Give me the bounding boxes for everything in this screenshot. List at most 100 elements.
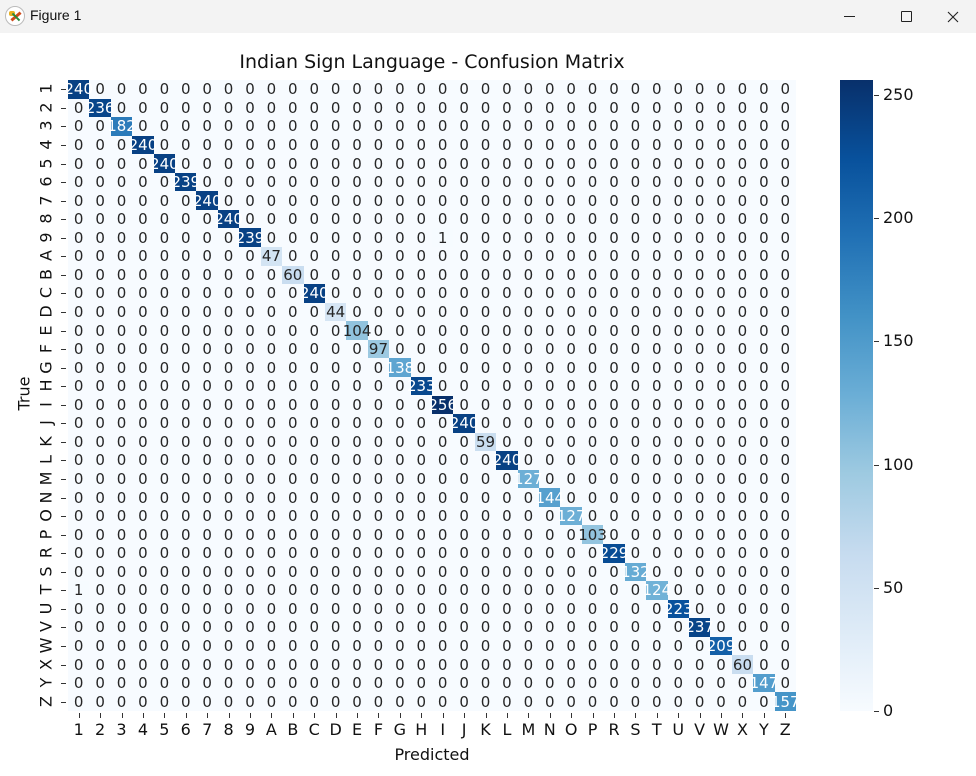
heatmap-cell: 0 xyxy=(737,395,748,414)
y-axis-title: True xyxy=(14,376,34,411)
heatmap-cell: 0 xyxy=(245,525,255,544)
heatmap-cell: 0 xyxy=(395,525,405,544)
y-tick xyxy=(61,89,66,91)
heatmap-cell: 240 xyxy=(128,135,158,155)
heatmap-cell: 0 xyxy=(694,191,705,210)
heatmap-cell: 0 xyxy=(288,525,298,544)
heatmap-cell: 0 xyxy=(609,470,619,488)
heatmap-cell: 0 xyxy=(395,321,405,340)
heatmap-cell: 0 xyxy=(609,507,619,526)
heatmap-cell: 0 xyxy=(95,581,105,600)
heatmap-cell: 0 xyxy=(502,228,512,247)
heatmap-cell: 0 xyxy=(780,395,791,414)
heatmap-cell: 0 xyxy=(202,451,212,470)
y-tick xyxy=(61,460,66,462)
heatmap-cell: 0 xyxy=(159,321,170,340)
heatmap-cell: 0 xyxy=(716,247,726,266)
colorbar-tick-label: 50 xyxy=(883,577,904,597)
heatmap-cell: 0 xyxy=(138,321,148,340)
heatmap-cell: 237 xyxy=(685,618,714,637)
x-tick xyxy=(421,713,423,718)
heatmap-cell: 0 xyxy=(330,618,341,637)
heatmap-cell: 0 xyxy=(138,637,148,656)
heatmap-cell: 0 xyxy=(395,210,405,229)
heatmap-cell: 0 xyxy=(288,154,298,173)
x-tick-label: K xyxy=(480,720,491,739)
heatmap-cell: 0 xyxy=(759,247,769,266)
heatmap-cell: 0 xyxy=(159,544,170,563)
heatmap-cell: 0 xyxy=(652,228,662,247)
heatmap-cell: 0 xyxy=(652,191,662,210)
heatmap-cell: 0 xyxy=(159,581,170,600)
heatmap-cell: 0 xyxy=(587,692,598,711)
y-tick-label: 5 xyxy=(36,157,56,169)
heatmap-cell: 0 xyxy=(609,562,619,581)
heatmap-cell: 0 xyxy=(116,377,127,396)
heatmap-cell: 0 xyxy=(288,173,298,192)
heatmap-cell: 0 xyxy=(737,692,748,711)
x-tick-label: S xyxy=(630,720,641,739)
heatmap-cell: 0 xyxy=(266,302,277,321)
heatmap-cell: 0 xyxy=(116,228,127,247)
heatmap-cell: 0 xyxy=(416,599,427,618)
heatmap-cell: 0 xyxy=(609,525,619,544)
minimize-button[interactable] xyxy=(826,0,872,33)
maximize-button[interactable] xyxy=(883,0,929,33)
heatmap-cell: 0 xyxy=(437,80,448,99)
heatmap-cell: 0 xyxy=(309,562,319,581)
heatmap-cell: 0 xyxy=(437,358,448,377)
heatmap-cell: 0 xyxy=(544,432,555,451)
x-tick xyxy=(635,713,637,718)
heatmap-cell: 0 xyxy=(480,247,491,266)
heatmap-cell: 0 xyxy=(566,135,576,154)
heatmap-cell: 0 xyxy=(245,562,255,581)
heatmap-cell: 0 xyxy=(716,80,726,99)
heatmap-cell: 0 xyxy=(566,154,576,173)
heatmap-cell: 0 xyxy=(544,191,555,210)
heatmap-cell: 0 xyxy=(652,284,662,303)
heatmap-cell: 0 xyxy=(202,228,212,247)
heatmap-cell: 0 xyxy=(202,562,212,581)
heatmap-cell: 0 xyxy=(352,98,362,117)
heatmap-cell: 0 xyxy=(587,674,598,693)
heatmap-cell: 0 xyxy=(202,154,212,173)
heatmap-cell: 0 xyxy=(116,655,127,674)
heatmap-cell: 0 xyxy=(587,451,598,470)
heatmap-cell: 0 xyxy=(73,228,84,247)
heatmap-cell: 0 xyxy=(138,302,148,321)
heatmap-cell: 0 xyxy=(480,302,491,321)
heatmap-cell: 0 xyxy=(716,692,726,711)
heatmap-cell: 0 xyxy=(202,674,212,693)
heatmap-cell: 0 xyxy=(566,692,576,711)
heatmap-cell: 0 xyxy=(223,302,234,321)
x-tick xyxy=(78,713,80,718)
heatmap-cell: 0 xyxy=(694,302,705,321)
heatmap-cell: 0 xyxy=(459,117,469,136)
heatmap-cell: 0 xyxy=(116,395,127,414)
heatmap-cell: 0 xyxy=(694,321,705,340)
heatmap-cell: 0 xyxy=(245,377,255,396)
heatmap-cell: 0 xyxy=(416,210,427,229)
heatmap-cell: 0 xyxy=(180,154,191,173)
heatmap-cell: 0 xyxy=(330,80,341,99)
x-tick xyxy=(100,713,102,718)
heatmap-cell: 0 xyxy=(737,358,748,377)
heatmap-cell: 0 xyxy=(245,135,255,154)
heatmap-cell: 0 xyxy=(202,507,212,526)
heatmap-cell: 0 xyxy=(652,80,662,99)
heatmap-cell: 0 xyxy=(716,154,726,173)
y-tick-label: Z xyxy=(36,695,56,707)
heatmap-cell: 0 xyxy=(587,247,598,266)
heatmap-cell: 0 xyxy=(373,488,384,507)
heatmap-cell: 124 xyxy=(642,581,672,600)
heatmap-cell: 0 xyxy=(566,117,576,136)
heatmap-cell: 0 xyxy=(180,618,191,637)
heatmap-cell: 0 xyxy=(266,488,277,507)
heatmap-cell: 0 xyxy=(694,470,705,488)
heatmap-cell: 0 xyxy=(737,507,748,526)
close-button[interactable] xyxy=(930,0,976,33)
x-tick xyxy=(292,713,294,718)
heatmap-cell: 0 xyxy=(523,265,534,284)
heatmap-cell: 0 xyxy=(694,599,705,618)
heatmap-cell: 0 xyxy=(266,154,277,173)
